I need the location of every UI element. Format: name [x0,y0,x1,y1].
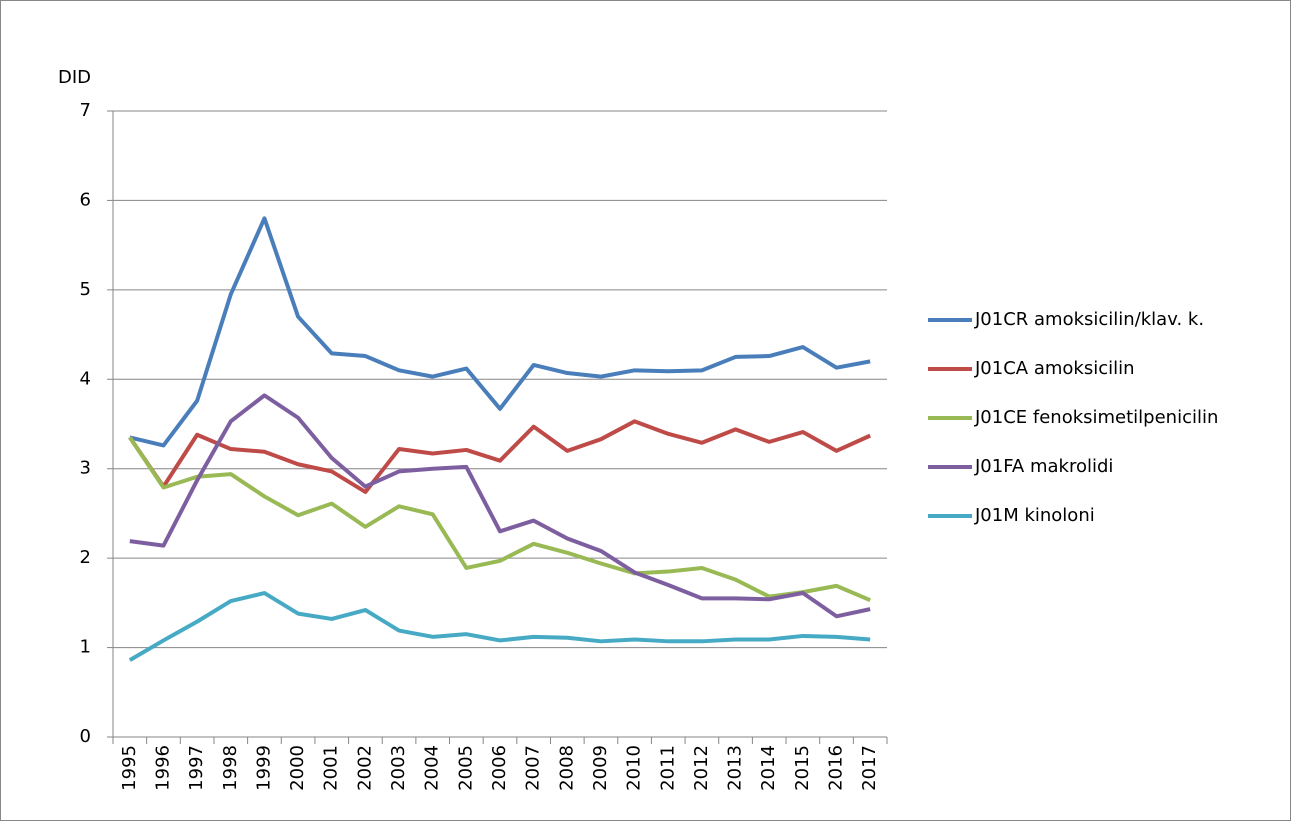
x-tick-label: 1996 [152,745,173,791]
y-tick-label: 3 [80,458,91,479]
legend-label: J01CA amoksicilin [974,358,1135,379]
y-axis-label: DID [58,67,91,88]
x-tick-label: 2011 [657,745,678,791]
series-line [128,591,871,662]
x-tick-label: 2003 [388,745,409,791]
x-tick-label: 2004 [422,745,443,791]
y-tick-label: 7 [80,100,91,121]
series-line [128,436,871,603]
x-tick-label: 2006 [489,745,510,791]
x-tick-label: 2001 [321,745,342,791]
x-tick-label: 1998 [220,745,241,791]
series-line [128,419,871,494]
x-tick-label: 1995 [119,745,140,791]
y-tick-label: 5 [80,279,91,300]
legend-label: J01CR amoksicilin/klav. k. [974,309,1204,330]
x-tick-label: 2000 [287,745,308,791]
x-tick-label: 2010 [624,745,645,791]
x-tick-label: 2016 [826,745,847,791]
legend-label: J01FA makrolidi [974,456,1113,477]
y-tick-label: 2 [80,547,91,568]
y-tick-label: 4 [80,368,91,389]
x-tick-label: 2015 [792,745,813,791]
x-tick-label: 2013 [725,745,746,791]
x-tick-label: 1999 [253,745,274,791]
y-tick-label: 1 [80,637,91,658]
y-tick-label: 0 [80,726,91,747]
legend-label: J01M kinoloni [974,505,1095,526]
y-tick-label: 6 [80,189,91,210]
series-line [129,393,871,619]
x-tick-label: 2009 [590,745,611,791]
legend-label: J01CE fenoksimetilpenicilin [974,407,1218,428]
x-tick-label: 2012 [691,745,712,791]
x-tick-label: 2002 [354,745,375,791]
x-tick-label: 2017 [859,745,880,791]
x-tick-label: 2007 [523,745,544,791]
series-line [129,216,871,448]
x-tick-label: 2014 [758,745,779,791]
x-tick-label: 2008 [556,745,577,791]
x-tick-label: 2005 [455,745,476,791]
x-tick-label: 1997 [186,745,207,791]
